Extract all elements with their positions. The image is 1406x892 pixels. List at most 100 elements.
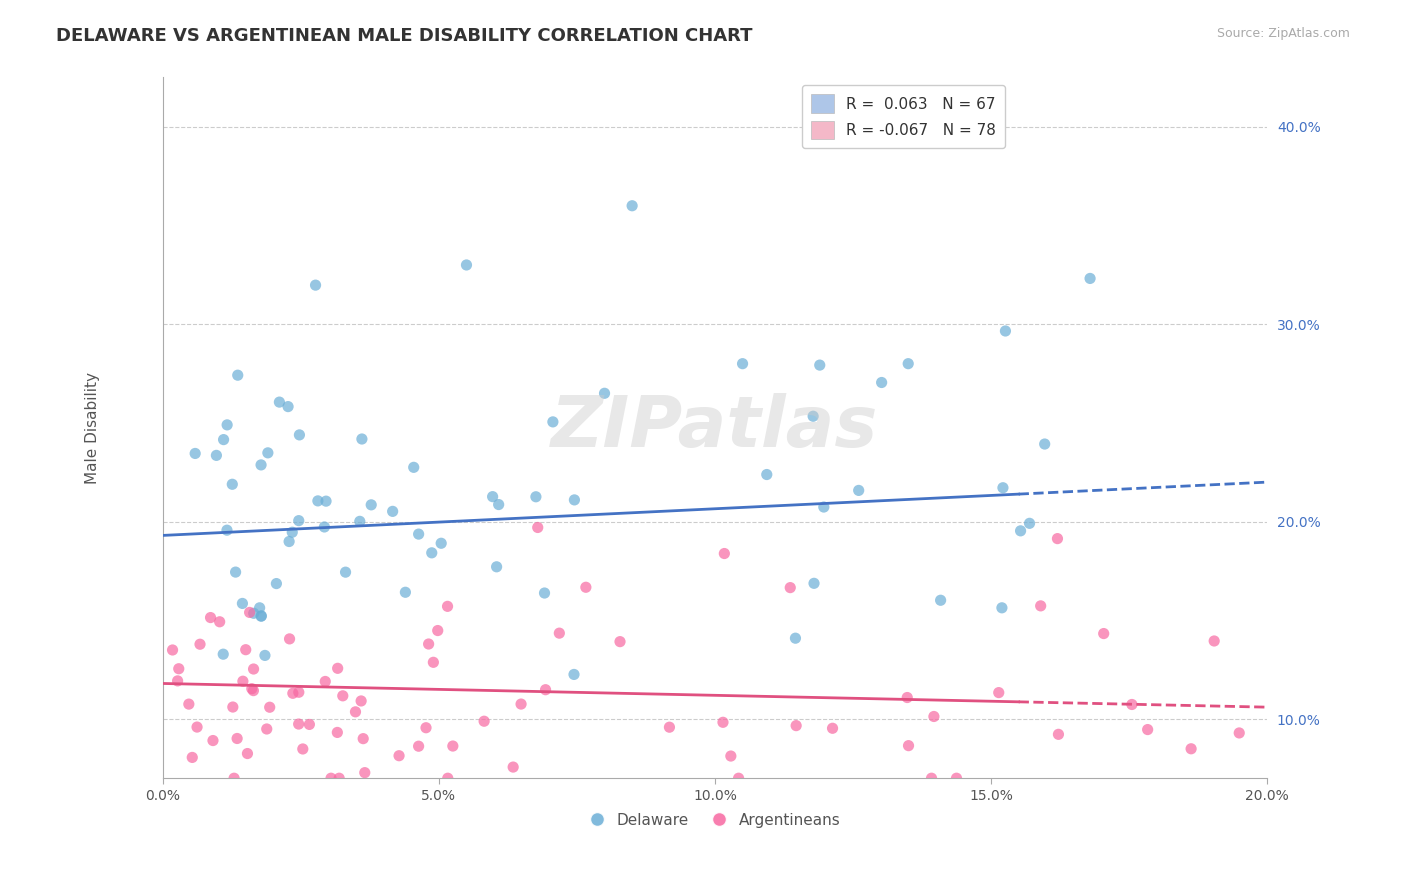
Point bbox=[222, 771, 245, 785]
Point bbox=[181, 750, 204, 764]
Point bbox=[208, 615, 231, 629]
Point bbox=[1029, 599, 1052, 613]
Point bbox=[250, 458, 273, 472]
Point bbox=[441, 739, 464, 753]
Point bbox=[249, 600, 271, 615]
Point bbox=[332, 689, 354, 703]
Point bbox=[256, 722, 278, 736]
Point bbox=[1204, 634, 1226, 648]
Point bbox=[420, 546, 443, 560]
Point bbox=[548, 626, 571, 640]
Point bbox=[1136, 723, 1159, 737]
Point bbox=[350, 432, 373, 446]
Point bbox=[1033, 437, 1056, 451]
Point bbox=[394, 585, 416, 599]
Point bbox=[897, 739, 920, 753]
Point bbox=[253, 648, 276, 663]
Point bbox=[201, 733, 224, 747]
Point bbox=[298, 717, 321, 731]
Point bbox=[524, 490, 547, 504]
Text: Source: ZipAtlas.com: Source: ZipAtlas.com bbox=[1216, 27, 1350, 40]
Point bbox=[222, 700, 245, 714]
Point bbox=[1010, 524, 1032, 538]
Point bbox=[235, 642, 257, 657]
Point bbox=[821, 721, 844, 735]
Point bbox=[352, 731, 374, 746]
Point bbox=[801, 409, 824, 424]
Point bbox=[402, 460, 425, 475]
Point bbox=[727, 771, 749, 785]
Point bbox=[945, 771, 967, 785]
Point bbox=[711, 715, 734, 730]
Point bbox=[803, 576, 825, 591]
Point bbox=[250, 608, 273, 623]
Point bbox=[426, 624, 449, 638]
Point bbox=[177, 697, 200, 711]
Y-axis label: Male Disability: Male Disability bbox=[86, 372, 100, 483]
Point bbox=[897, 357, 920, 371]
Point bbox=[381, 504, 404, 518]
Point bbox=[994, 324, 1017, 338]
Point bbox=[1046, 532, 1069, 546]
Point bbox=[344, 705, 367, 719]
Point bbox=[1047, 727, 1070, 741]
Point bbox=[281, 525, 304, 540]
Point bbox=[533, 586, 555, 600]
Point bbox=[353, 765, 375, 780]
Point bbox=[315, 494, 337, 508]
Legend: Delaware, Argentineans: Delaware, Argentineans bbox=[583, 806, 846, 834]
Point bbox=[326, 661, 349, 675]
Point bbox=[785, 631, 807, 645]
Point bbox=[242, 683, 264, 698]
Point bbox=[731, 357, 754, 371]
Point bbox=[257, 446, 280, 460]
Point bbox=[304, 278, 326, 293]
Point bbox=[1121, 698, 1143, 712]
Point bbox=[1092, 626, 1115, 640]
Point bbox=[418, 637, 440, 651]
Point bbox=[350, 694, 373, 708]
Point bbox=[485, 559, 508, 574]
Point bbox=[436, 599, 458, 614]
Point bbox=[1227, 726, 1250, 740]
Point bbox=[472, 714, 495, 729]
Point bbox=[184, 446, 207, 460]
Point bbox=[269, 395, 291, 409]
Point bbox=[755, 467, 778, 482]
Point bbox=[929, 593, 952, 607]
Point bbox=[422, 656, 444, 670]
Point bbox=[534, 682, 557, 697]
Point bbox=[813, 500, 835, 514]
Point bbox=[242, 607, 264, 621]
Point bbox=[436, 771, 458, 785]
Point bbox=[167, 662, 190, 676]
Point bbox=[720, 749, 742, 764]
Point bbox=[808, 358, 831, 372]
Point bbox=[621, 199, 644, 213]
Point bbox=[287, 717, 309, 731]
Point bbox=[250, 609, 273, 624]
Point bbox=[481, 490, 503, 504]
Point bbox=[188, 637, 211, 651]
Point bbox=[240, 681, 263, 696]
Point bbox=[609, 634, 631, 648]
Point bbox=[314, 674, 336, 689]
Point bbox=[388, 748, 411, 763]
Point bbox=[349, 514, 371, 528]
Point bbox=[259, 700, 281, 714]
Point bbox=[281, 686, 304, 700]
Point bbox=[225, 565, 247, 579]
Point bbox=[785, 718, 807, 732]
Point bbox=[314, 520, 336, 534]
Point bbox=[221, 477, 243, 491]
Point bbox=[236, 747, 259, 761]
Point bbox=[510, 697, 533, 711]
Point bbox=[288, 428, 311, 442]
Point bbox=[562, 667, 585, 681]
Point bbox=[430, 536, 453, 550]
Point bbox=[200, 610, 222, 624]
Point bbox=[502, 760, 524, 774]
Point bbox=[991, 481, 1014, 495]
Point bbox=[335, 565, 357, 579]
Point bbox=[922, 709, 945, 723]
